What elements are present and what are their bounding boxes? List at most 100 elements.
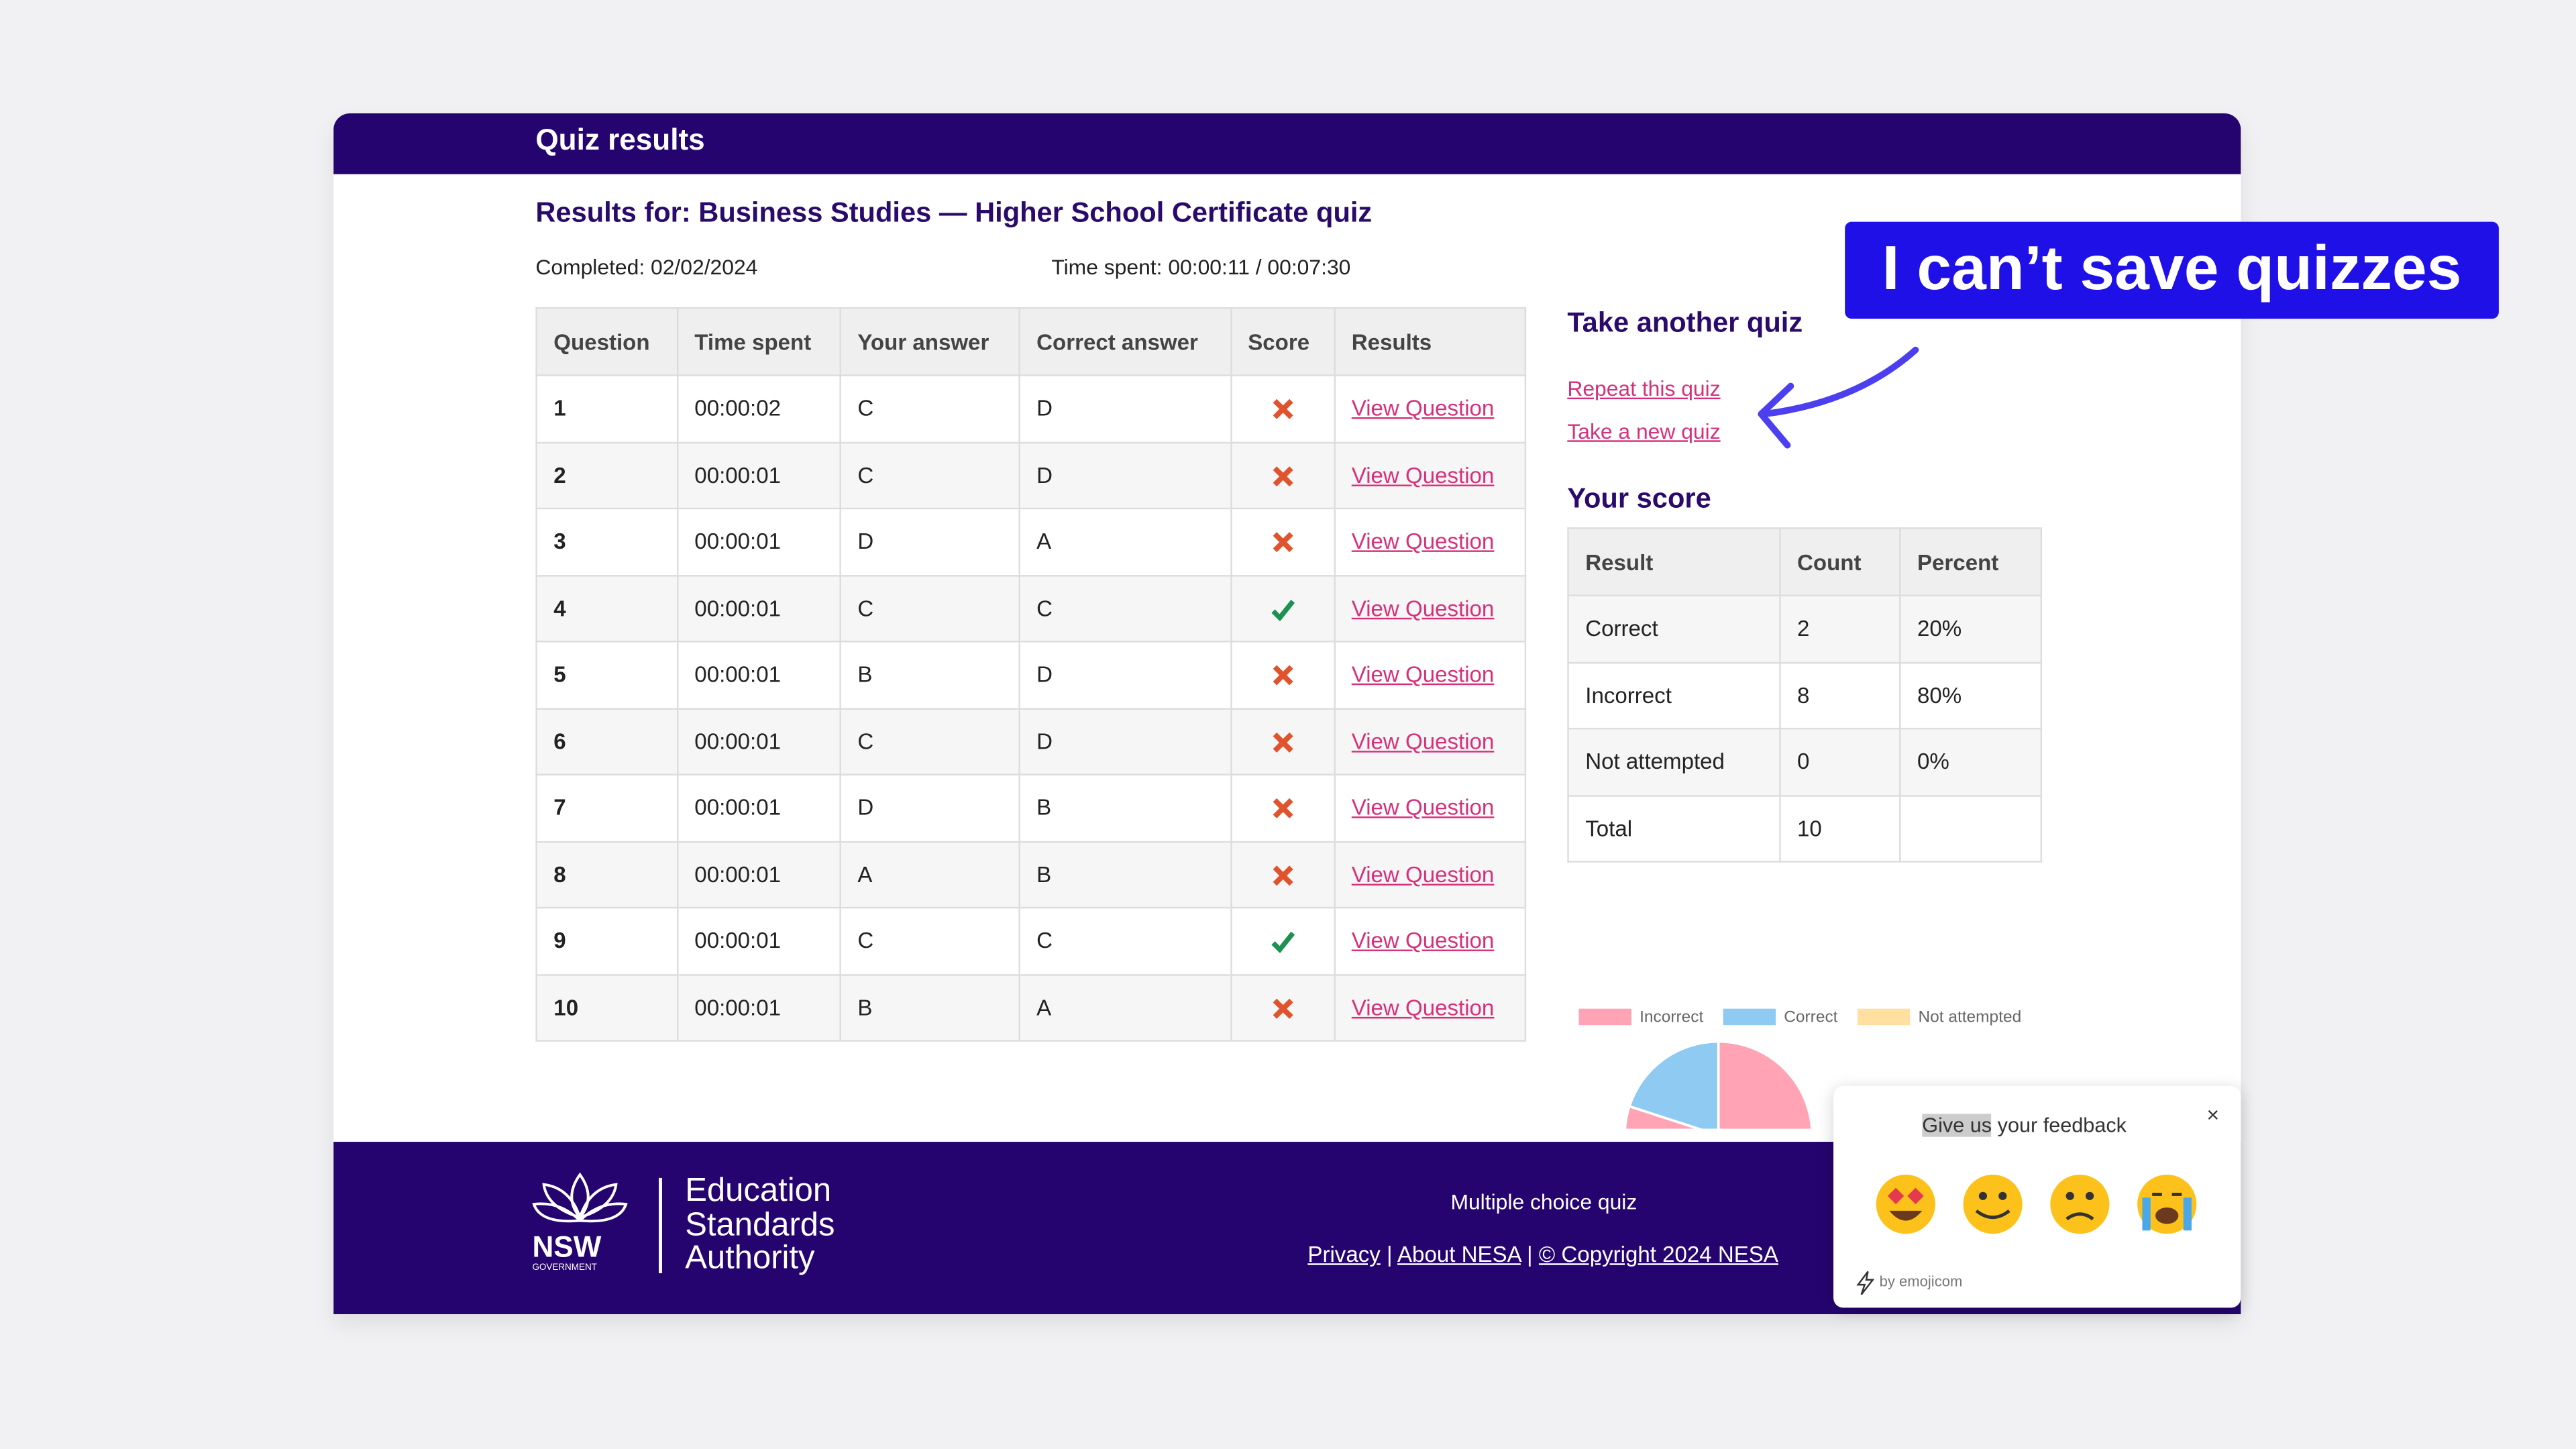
view-question-link[interactable]: View Question bbox=[1351, 463, 1495, 488]
link-cell: View Question bbox=[1333, 641, 1527, 709]
score-table: Result Count Percent Correct 2 20% Incorrect 8 8… bbox=[1567, 527, 2043, 863]
view-question-link[interactable]: View Question bbox=[1351, 995, 1495, 1020]
privacy-link[interactable]: Privacy bbox=[1307, 1242, 1381, 1267]
cell: C bbox=[1018, 906, 1232, 975]
emoji-cry[interactable] bbox=[2137, 1175, 2197, 1234]
link-cell: View Question bbox=[1333, 574, 1527, 643]
cross-icon bbox=[1272, 466, 1293, 487]
column-header: Correct answer bbox=[1018, 307, 1232, 376]
cell: D bbox=[839, 507, 1020, 576]
cell: Not attempted bbox=[1567, 727, 1781, 796]
view-question-link[interactable]: View Question bbox=[1351, 529, 1495, 554]
close-button[interactable]: × bbox=[2206, 1102, 2220, 1128]
cell: B bbox=[839, 641, 1020, 709]
column-header: Result bbox=[1567, 527, 1781, 596]
pie-slice bbox=[1627, 1040, 1720, 1129]
cell: 80% bbox=[1899, 661, 2043, 730]
cell: C bbox=[839, 441, 1020, 510]
repeat-link[interactable]: Repeat this quiz bbox=[1567, 376, 1721, 401]
result-row: 3 00:00:01 D A View Question bbox=[535, 507, 1527, 576]
view-question-link[interactable]: View Question bbox=[1351, 862, 1495, 887]
score-icon bbox=[1272, 799, 1293, 820]
score-heading: Your score bbox=[1567, 483, 1711, 515]
column-header: Question bbox=[535, 307, 678, 376]
cell: 8 bbox=[1779, 661, 1901, 730]
column-header: Time spent bbox=[676, 307, 841, 376]
about-link[interactable]: About NESA bbox=[1397, 1242, 1521, 1267]
footer-links: Privacy | About NESA | © Copyright 2024 … bbox=[1307, 1242, 1778, 1267]
cell: 00:00:01 bbox=[676, 773, 841, 843]
authority-line: Authority bbox=[685, 1240, 815, 1277]
score-row: Incorrect 8 80% bbox=[1567, 661, 2043, 730]
link-cell: View Question bbox=[1333, 773, 1527, 843]
cell: 00:00:01 bbox=[676, 507, 841, 576]
link-cell: View Question bbox=[1333, 374, 1527, 443]
check-icon bbox=[1271, 599, 1295, 622]
cell: D bbox=[1018, 374, 1232, 443]
feedback-widget: Give us your feedback × by emojicom bbox=[1833, 1085, 2241, 1308]
score-row: Total 10 bbox=[1567, 794, 2043, 863]
cell: 2 bbox=[1779, 594, 1901, 663]
result-row: 8 00:00:01 A B View Question bbox=[535, 840, 1527, 909]
score-cell bbox=[1230, 773, 1336, 843]
column-header: Count bbox=[1779, 527, 1901, 596]
cell: B bbox=[1018, 840, 1232, 909]
view-question-link[interactable]: View Question bbox=[1351, 396, 1495, 421]
column-header: Percent bbox=[1899, 527, 2043, 596]
cell: 5 bbox=[535, 641, 678, 709]
cell: D bbox=[1018, 441, 1232, 510]
emoji-happy[interactable] bbox=[1963, 1175, 2023, 1234]
cell: 9 bbox=[535, 906, 678, 975]
authority-line: Standards bbox=[685, 1206, 835, 1243]
score-icon bbox=[1272, 865, 1293, 886]
check-icon bbox=[1271, 932, 1295, 955]
header-row: Result Count Percent bbox=[1567, 527, 2043, 596]
cell: 00:00:01 bbox=[676, 707, 841, 775]
cell: B bbox=[1018, 773, 1232, 843]
cell: 10 bbox=[1779, 794, 1901, 863]
score-icon bbox=[1272, 466, 1293, 487]
score-icon bbox=[1272, 732, 1293, 753]
new-quiz-link[interactable]: Take a new quiz bbox=[1567, 419, 1721, 444]
cell: 0 bbox=[1779, 727, 1901, 796]
link-cell: View Question bbox=[1333, 507, 1527, 576]
cross-icon bbox=[1272, 732, 1293, 753]
cell: 00:00:01 bbox=[676, 441, 841, 510]
separator: | bbox=[1387, 1242, 1393, 1267]
result-row: 1 00:00:02 C D View Question bbox=[535, 374, 1527, 443]
cell: 1 bbox=[535, 374, 678, 443]
view-question-link[interactable]: View Question bbox=[1351, 928, 1495, 954]
score-icon bbox=[1272, 665, 1293, 686]
cell: 3 bbox=[535, 507, 678, 576]
cross-icon bbox=[1272, 399, 1293, 420]
view-question-link[interactable]: View Question bbox=[1351, 596, 1495, 621]
score-row: Correct 2 20% bbox=[1567, 594, 2043, 663]
time-spent: Time spent: 00:00:11 / 00:07:30 bbox=[1051, 254, 1351, 280]
score-cell bbox=[1230, 574, 1336, 643]
emoji-love[interactable] bbox=[1876, 1175, 1935, 1234]
view-question-link[interactable]: View Question bbox=[1351, 662, 1495, 688]
authority-line: Education bbox=[685, 1173, 832, 1210]
cross-icon bbox=[1272, 665, 1293, 686]
emoji-sad[interactable] bbox=[2050, 1175, 2110, 1234]
view-question-link[interactable]: View Question bbox=[1351, 795, 1495, 820]
score-cell bbox=[1230, 840, 1336, 909]
score-cell bbox=[1230, 507, 1336, 576]
logo-divider bbox=[659, 1177, 662, 1273]
copyright-link[interactable]: © Copyright 2024 NESA bbox=[1538, 1242, 1778, 1267]
logo-nsw: NSW bbox=[532, 1230, 601, 1263]
page-title: Quiz results bbox=[535, 123, 705, 156]
cell bbox=[1899, 794, 2043, 863]
cell: D bbox=[1018, 707, 1232, 775]
view-question-link[interactable]: View Question bbox=[1351, 729, 1495, 754]
link-cell: View Question bbox=[1333, 973, 1527, 1042]
pie-chart: Incorrect Correct Not attempted bbox=[1578, 1008, 2021, 1129]
cell: 2 bbox=[535, 441, 678, 510]
cell: 7 bbox=[535, 773, 678, 843]
result-row: 2 00:00:01 C D View Question bbox=[535, 441, 1527, 510]
cell: 00:00:01 bbox=[676, 906, 841, 975]
cell: A bbox=[1018, 507, 1232, 576]
result-row: 9 00:00:01 C C View Question bbox=[535, 906, 1527, 975]
feedback-title: Give us your feedback bbox=[1922, 1114, 2127, 1137]
